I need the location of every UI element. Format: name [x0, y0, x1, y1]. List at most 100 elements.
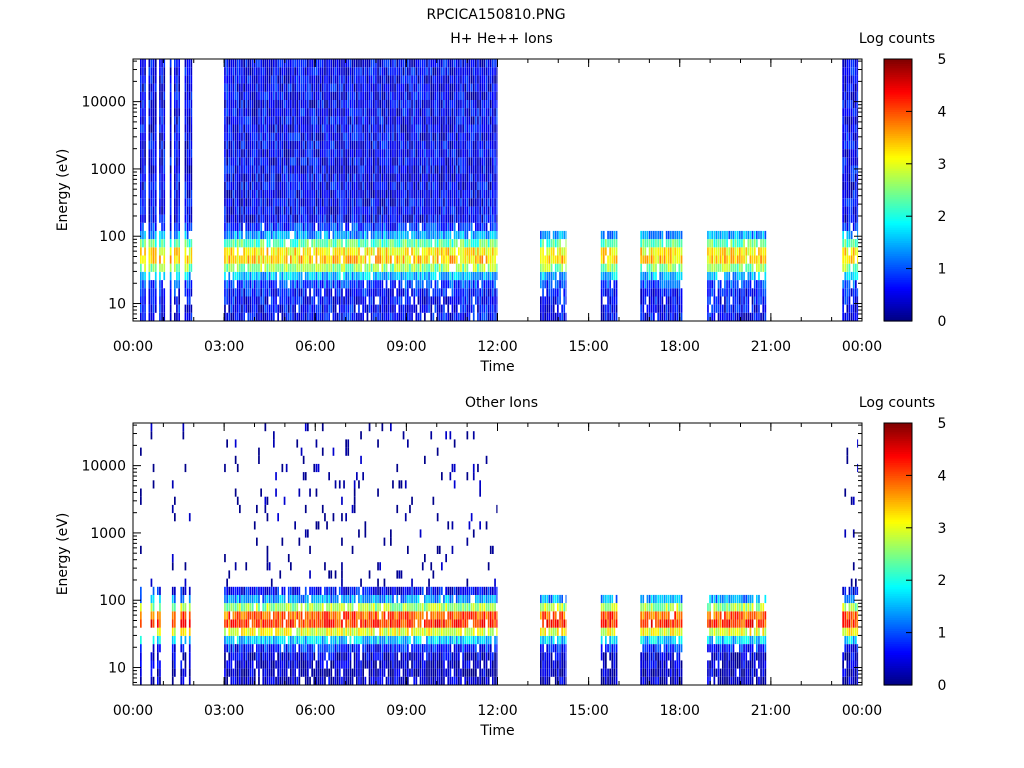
heatmap-cell	[366, 263, 369, 272]
heatmap-cell	[548, 271, 551, 281]
heatmap-cell	[394, 304, 396, 313]
heatmap-cell	[315, 83, 318, 92]
heatmap-cell	[375, 132, 377, 141]
heatmap-cell	[307, 140, 309, 150]
heatmap-cell	[468, 255, 471, 264]
heatmap-cell	[154, 296, 157, 305]
heatmap-cell	[349, 132, 352, 141]
heatmap-cell	[279, 271, 282, 281]
heatmap-cell	[387, 230, 390, 240]
heatmap-cell	[304, 132, 307, 141]
heatmap-cell	[236, 140, 239, 150]
heatmap-cell	[417, 280, 420, 289]
heatmap-cell	[279, 91, 282, 100]
heatmap-cell	[424, 271, 426, 281]
heatmap-cell	[326, 91, 328, 100]
heatmap-cell	[424, 181, 426, 190]
heatmap-cell	[178, 247, 180, 256]
heatmap-cell	[343, 230, 345, 240]
heatmap-cell	[492, 222, 494, 231]
heatmap-cell	[341, 173, 343, 182]
heatmap-cell	[402, 247, 405, 256]
heatmap-cell	[349, 108, 352, 117]
heatmap-cell	[178, 116, 180, 125]
heatmap-cell	[466, 59, 469, 68]
heatmap-cell	[262, 149, 265, 158]
heatmap-cell	[407, 271, 409, 281]
heatmap-cell	[176, 149, 178, 158]
heatmap-cell	[407, 296, 409, 305]
heatmap-cell	[455, 124, 458, 133]
heatmap-cell	[390, 222, 392, 231]
heatmap-cell	[184, 75, 187, 84]
heatmap-cell	[485, 206, 488, 215]
heatmap-cell	[492, 230, 494, 240]
heatmap-cell	[447, 198, 450, 207]
heatmap-cell	[321, 59, 324, 68]
heatmap-cell	[311, 181, 313, 190]
heatmap-cell	[492, 132, 494, 141]
heatmap-cell	[287, 75, 290, 84]
heatmap-cell	[243, 173, 245, 182]
heatmap-cell	[191, 157, 193, 166]
heatmap-cell	[443, 304, 445, 313]
heatmap-cell	[186, 116, 189, 125]
heatmap-cell	[468, 312, 471, 321]
heatmap-cell	[373, 75, 375, 84]
heatmap-cell	[347, 124, 350, 133]
heatmap-cell	[148, 239, 151, 248]
heatmap-cell	[602, 230, 605, 240]
heatmap-cell	[226, 149, 228, 158]
heatmap-cell	[364, 181, 367, 190]
heatmap-cell	[321, 149, 324, 158]
heatmap-cell	[326, 247, 328, 256]
heatmap-cell	[224, 108, 226, 117]
heatmap-cell	[174, 206, 176, 215]
heatmap-cell	[415, 263, 418, 272]
heatmap-cell	[366, 157, 369, 166]
heatmap-cell	[334, 140, 337, 150]
heatmap-cell	[326, 239, 328, 248]
heatmap-cell	[436, 190, 439, 199]
heatmap-cell	[317, 181, 320, 190]
heatmap-cell	[485, 312, 488, 321]
heatmap-cell	[657, 239, 659, 248]
heatmap-cell	[277, 157, 279, 166]
heatmap-cell	[394, 222, 396, 231]
heatmap-cell	[188, 181, 191, 190]
heatmap-cell	[646, 255, 649, 264]
heatmap-cell	[148, 124, 151, 133]
heatmap-cell	[364, 198, 367, 207]
heatmap-cell	[470, 116, 473, 125]
heatmap-cell	[283, 206, 286, 215]
heatmap-cell	[672, 239, 674, 248]
heatmap-cell	[304, 116, 307, 125]
heatmap-cell	[441, 140, 443, 150]
heatmap-cell	[243, 296, 245, 305]
heatmap-cell	[186, 222, 189, 231]
heatmap-cell	[483, 157, 486, 166]
heatmap-cell	[315, 312, 318, 321]
heatmap-cell	[379, 173, 381, 182]
heatmap-cell	[432, 157, 435, 166]
heatmap-cell	[605, 288, 607, 297]
heatmap-cell	[492, 75, 494, 84]
heatmap-cell	[334, 181, 337, 190]
heatmap-cell	[466, 132, 469, 141]
heatmap-cell	[411, 157, 413, 166]
heatmap-cell	[409, 59, 411, 68]
heatmap-cell	[613, 247, 616, 256]
heatmap-cell	[277, 255, 279, 264]
heatmap-cell	[544, 271, 546, 281]
heatmap-cell	[347, 75, 350, 84]
heatmap-cell	[140, 108, 142, 117]
heatmap-cell	[415, 165, 418, 174]
heatmap-cell	[483, 280, 486, 289]
heatmap-cell	[436, 132, 439, 141]
heatmap-cell	[169, 132, 172, 141]
heatmap-cell	[296, 140, 299, 150]
heatmap-cell	[413, 198, 416, 207]
heatmap-cell	[483, 132, 486, 141]
heatmap-cell	[451, 255, 454, 264]
heatmap-cell	[434, 59, 437, 68]
